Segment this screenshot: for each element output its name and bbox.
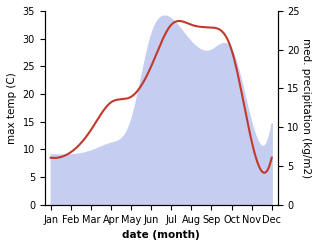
X-axis label: date (month): date (month) (122, 230, 200, 240)
Y-axis label: max temp (C): max temp (C) (7, 72, 17, 144)
Y-axis label: med. precipitation (kg/m2): med. precipitation (kg/m2) (301, 38, 311, 178)
